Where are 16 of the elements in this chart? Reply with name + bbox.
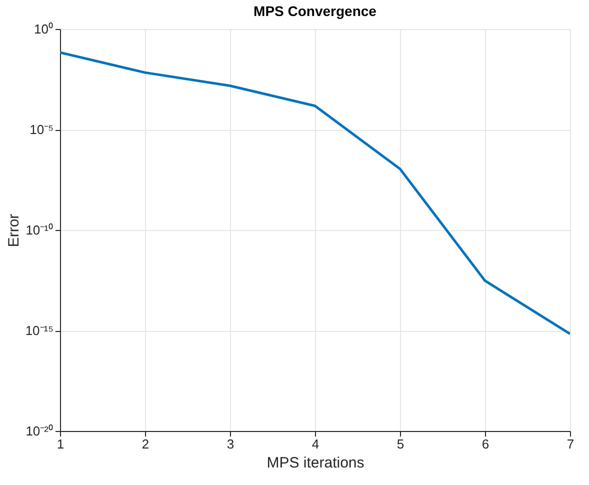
y-tick-label: 10⁻⁵: [30, 122, 54, 137]
x-tick-label: 2: [142, 436, 150, 452]
line-series: [60, 51, 570, 336]
x-tick-label: 3: [226, 436, 234, 452]
x-tick-label: 5: [396, 436, 404, 452]
x-tick-label: 7: [566, 436, 574, 452]
y-tick-label: 10⁰: [34, 22, 54, 36]
y-tick-label: 10⁻¹⁰: [26, 222, 54, 238]
x-axis-title: MPS iterations: [266, 454, 364, 472]
chart-title: MPS Convergence: [254, 3, 377, 19]
x-tick-label: 6: [482, 436, 490, 452]
y-axis-title: Error: [5, 214, 22, 248]
y-tick-label: 10⁻²⁰: [26, 424, 54, 438]
x-tick-label: 4: [312, 436, 320, 452]
x-tick-label: 1: [56, 436, 64, 452]
y-tick-label: 10⁻¹⁵: [25, 323, 54, 338]
